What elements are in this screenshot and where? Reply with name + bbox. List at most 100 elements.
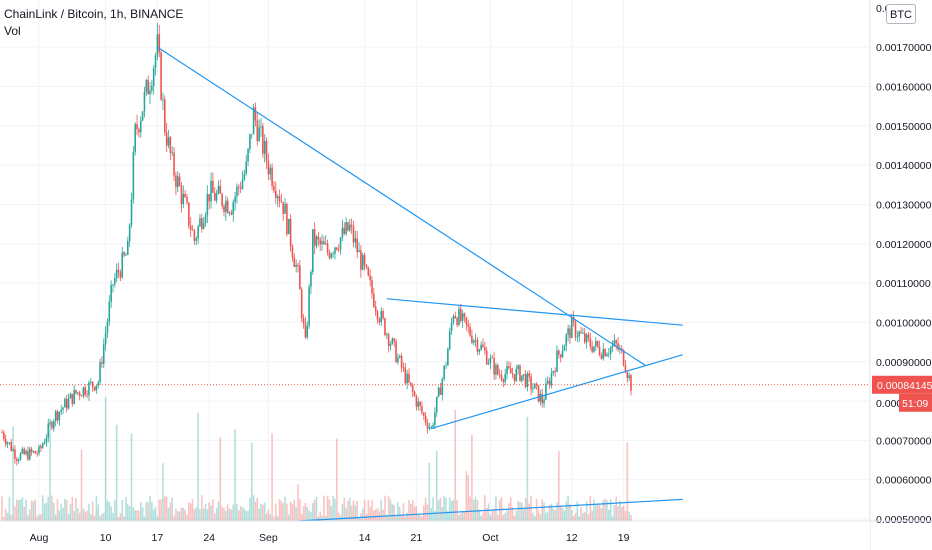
candle-body [328, 252, 331, 258]
volume-bar [178, 511, 181, 521]
candle-body [354, 238, 357, 243]
candle-body [249, 134, 251, 149]
candle-body [132, 151, 135, 200]
candle-body [571, 316, 573, 338]
candle-body [308, 286, 310, 326]
candle-body [164, 99, 166, 133]
volume-bar [604, 498, 606, 521]
volume-bar [193, 509, 196, 521]
candle-body [554, 370, 556, 372]
volume-bar [88, 503, 90, 521]
volume-bar [417, 514, 420, 521]
volume-bar [336, 438, 338, 521]
candle-body [360, 250, 362, 270]
volume-bar [628, 511, 630, 521]
time-axis[interactable]: Aug 10 17 24 Sep 14 21 Oct 12 19 [0, 520, 932, 550]
price-axis[interactable]: 0.00.001700000.001600000.001500000.00140… [869, 0, 932, 550]
volume-bar [17, 500, 20, 521]
volume-bar [317, 516, 320, 521]
candle-body [3, 432, 5, 440]
volume-bar [519, 501, 521, 521]
time-tick-label: 14 [359, 532, 371, 544]
trendline-triangle-lower[interactable] [431, 354, 683, 430]
candle-body [82, 387, 85, 397]
candle-body [139, 120, 142, 133]
symbol-title[interactable]: ChainLink / Bitcoin, 1h, BINANCE [4, 7, 184, 21]
volume-bar [561, 507, 564, 521]
volume-legend-label[interactable]: Vol [4, 24, 21, 38]
candle-body [430, 426, 432, 428]
volume-bar [391, 503, 394, 521]
candle-body [389, 343, 392, 347]
candle-body [173, 152, 175, 176]
candle-body [60, 409, 62, 412]
volume-bar [376, 508, 379, 521]
candle-body [413, 391, 416, 397]
volume-bar [282, 503, 284, 521]
currency-unit-button[interactable]: BTC [886, 4, 916, 24]
price-axis-bg [870, 0, 932, 550]
volume-bar [493, 508, 495, 521]
volume-bar [180, 507, 183, 521]
candle-body [630, 375, 632, 391]
volume-bar [58, 510, 61, 521]
trendline-volume-trend[interactable] [297, 498, 683, 522]
volume-bar [369, 506, 371, 521]
candle-body [515, 368, 518, 381]
candle-body [230, 212, 233, 215]
candle-body [239, 187, 242, 189]
candle-body [127, 240, 129, 255]
trendline-triangle-upper[interactable] [386, 298, 683, 326]
candle-body [600, 354, 603, 359]
candle-body [6, 442, 9, 445]
volume-bar [576, 501, 579, 521]
volume-bar [356, 500, 358, 521]
volume-bar [184, 509, 186, 521]
volume-bar [432, 497, 434, 521]
candle-body [330, 253, 333, 258]
candle-body [273, 186, 275, 191]
trendline-upper-descending[interactable] [157, 46, 647, 367]
volume-bar [556, 502, 558, 521]
volume-bar [308, 510, 310, 521]
candle-body [602, 349, 605, 359]
candle-body [226, 200, 229, 214]
candle-body [143, 91, 146, 112]
candle-body [417, 401, 420, 407]
volume-bar [91, 501, 94, 521]
candle-body [445, 365, 447, 367]
volume-bar [4, 508, 7, 521]
candle-body [535, 383, 538, 386]
volume-bar [71, 496, 74, 521]
volume-bar [78, 512, 81, 521]
candle-body [315, 236, 318, 246]
candle-body [424, 415, 427, 423]
candle-body [539, 393, 542, 402]
volume-bar [130, 433, 133, 521]
candle-body [12, 449, 14, 451]
candle-body [513, 374, 516, 381]
time-tick-label: 19 [618, 532, 630, 544]
candle-body [53, 421, 55, 429]
volume-bar [593, 499, 595, 521]
volume-bar [461, 512, 464, 521]
volume-bar [176, 511, 179, 521]
volume-bar [515, 510, 518, 521]
candle-body [347, 222, 349, 231]
volume-bar [267, 509, 270, 521]
volume-bar [411, 500, 414, 521]
trendlines[interactable] [157, 46, 683, 522]
candle-body [472, 340, 475, 343]
candle-body [559, 354, 562, 358]
candle-body [236, 186, 238, 197]
volume-bar [535, 498, 538, 521]
volume-bar [606, 500, 608, 521]
candle-body [167, 137, 170, 146]
candle-body [299, 265, 301, 290]
price-tick-label: 0.00090000 [876, 357, 932, 369]
volume-bar [619, 500, 621, 521]
candle-body [620, 348, 623, 351]
candle-body [180, 185, 183, 204]
candle-body [28, 448, 31, 460]
